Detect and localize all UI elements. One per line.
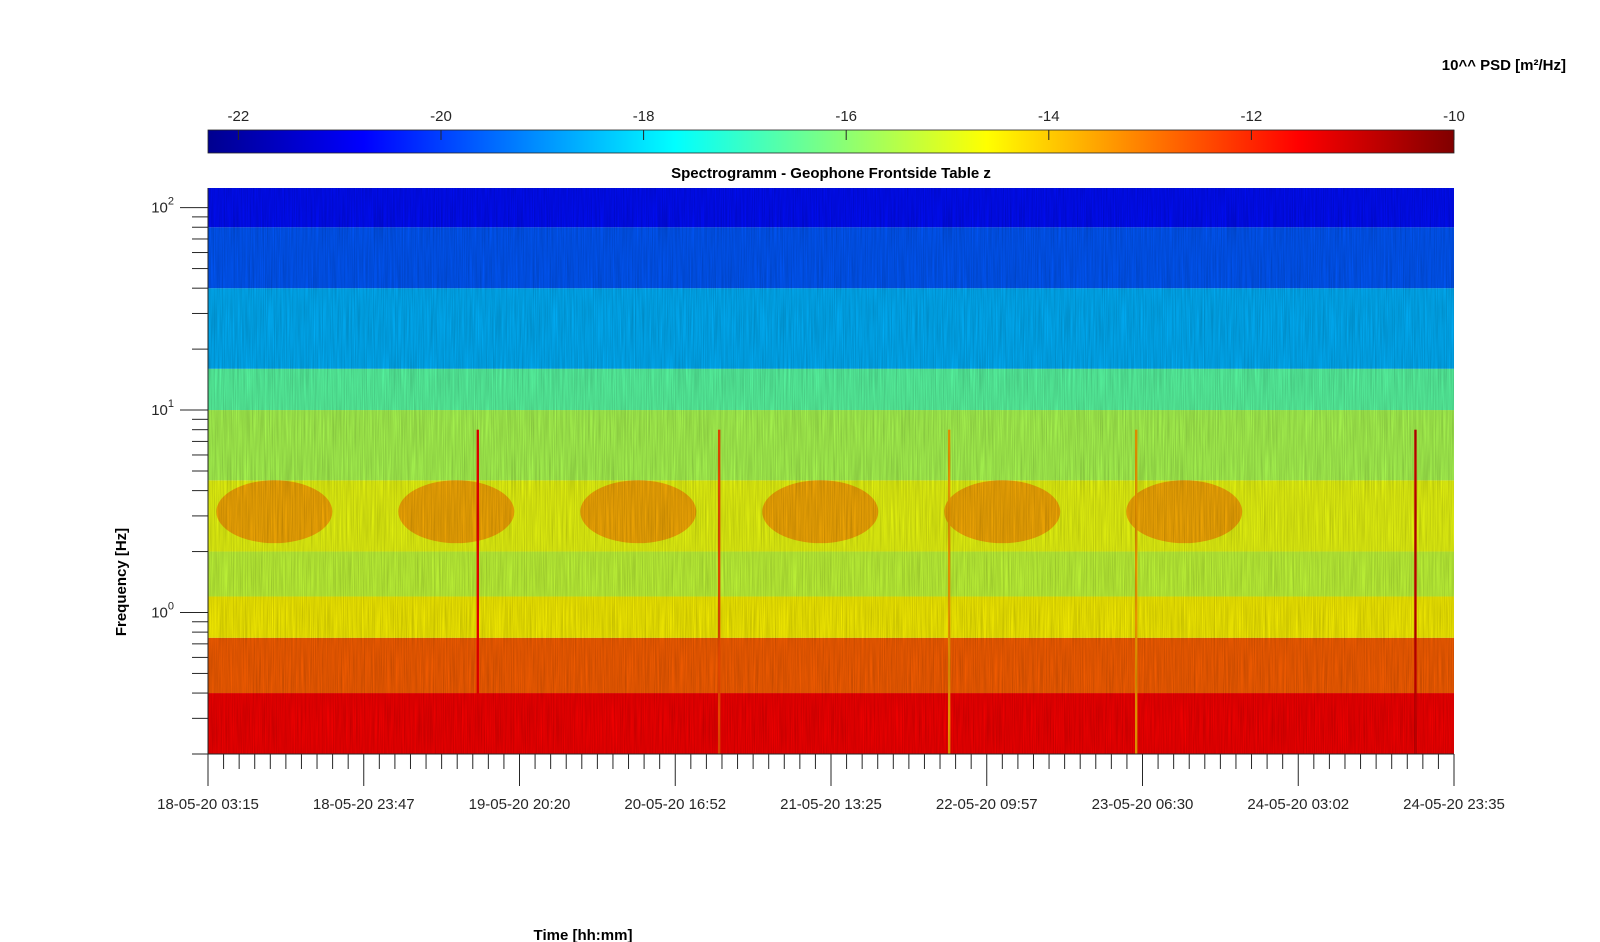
- x-tick-label: 19-05-20 20:20: [469, 796, 571, 813]
- colorbar-ticks: -22 -20 -18 -16 -14 -12 -10: [228, 108, 1465, 140]
- colorbar-tick-label: -20: [430, 108, 452, 125]
- colorbar-tick-label: -16: [835, 108, 857, 125]
- noise-texture: [208, 188, 1454, 754]
- x-tick-label: 18-05-20 03:15: [157, 796, 259, 813]
- x-tick-label: 24-05-20 23:35: [1403, 796, 1505, 813]
- colorbar-tick-label: -14: [1038, 108, 1060, 125]
- x-axis-label: Time [hh:mm]: [534, 927, 633, 942]
- x-tick-label: 24-05-20 03:02: [1247, 796, 1349, 813]
- colorbar-tick-label: -12: [1241, 108, 1263, 125]
- colorbar-gradient: [207, 129, 1455, 154]
- colorbar-label: 10^^ PSD [m²/Hz]: [1442, 57, 1566, 74]
- colorbar: -22 -20 -18 -16 -14 -12 -10 10^^ PSD [m²/Hz]: [207, 57, 1566, 154]
- x-tick-label: 21-05-20 13:25: [780, 796, 882, 813]
- chart-title: Spectrogramm - Geophone Frontside Table …: [671, 165, 991, 182]
- plot-area: [208, 188, 1454, 754]
- x-tick-label: 20-05-20 16:52: [624, 796, 726, 813]
- y-tick-label: 101: [151, 398, 174, 419]
- y-tick-label: 100: [151, 601, 174, 622]
- y-tick-label: 102: [151, 196, 174, 217]
- colorbar-tick-label: -18: [633, 108, 655, 125]
- x-tick-label: 23-05-20 06:30: [1092, 796, 1194, 813]
- y-axis-label: Frequency [Hz]: [113, 528, 130, 636]
- y-axis: 100 101 102: [151, 188, 209, 755]
- colorbar-tick-label: -22: [228, 108, 250, 125]
- x-tick-label: 22-05-20 09:57: [936, 796, 1038, 813]
- colorbar-tick-label: -10: [1443, 108, 1465, 125]
- x-tick-label: 18-05-20 23:47: [313, 796, 415, 813]
- x-axis: 18-05-20 03:15 18-05-20 23:47 19-05-20 20:…: [157, 753, 1505, 813]
